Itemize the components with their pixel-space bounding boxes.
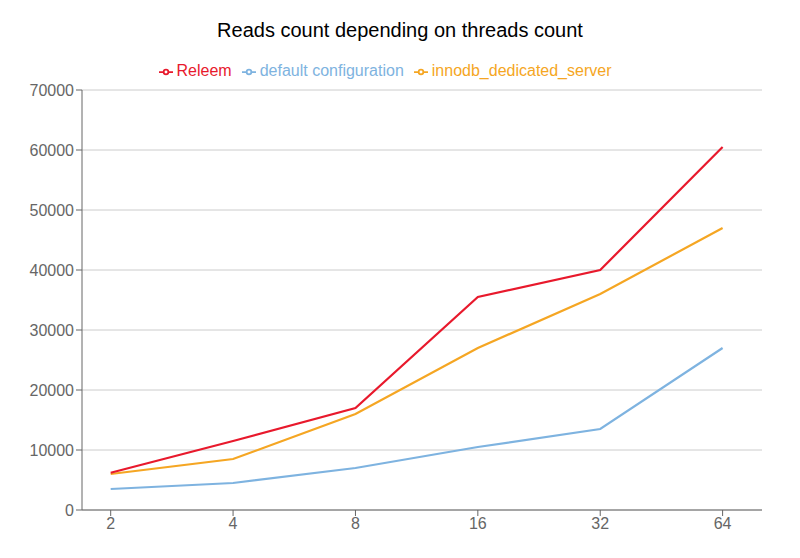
svg-text:10000: 10000 [30, 442, 75, 459]
svg-text:30000: 30000 [30, 322, 75, 339]
html-text:Releem: Releem [176, 62, 232, 79]
svg-text:8: 8 [351, 515, 360, 532]
svg-text:4: 4 [229, 515, 238, 532]
svg-text:60000: 60000 [30, 142, 75, 159]
svg-text:20000: 20000 [30, 382, 75, 399]
html-text:Reads count depending on threa: Reads count depending on threads count [217, 19, 583, 41]
html-text:innodb_dedicated_server: innodb_dedicated_server [431, 62, 612, 79]
svg-text:40000: 40000 [30, 262, 75, 279]
svg-text:50000: 50000 [30, 202, 75, 219]
svg-text:0: 0 [65, 502, 74, 519]
svg-text:32: 32 [591, 515, 609, 532]
svg-text:64: 64 [714, 515, 732, 532]
html-text:default configuration: default configuration [259, 62, 404, 79]
svg-text:2: 2 [106, 515, 115, 532]
svg-text:16: 16 [469, 515, 487, 532]
svg-text:70000: 70000 [30, 82, 75, 99]
